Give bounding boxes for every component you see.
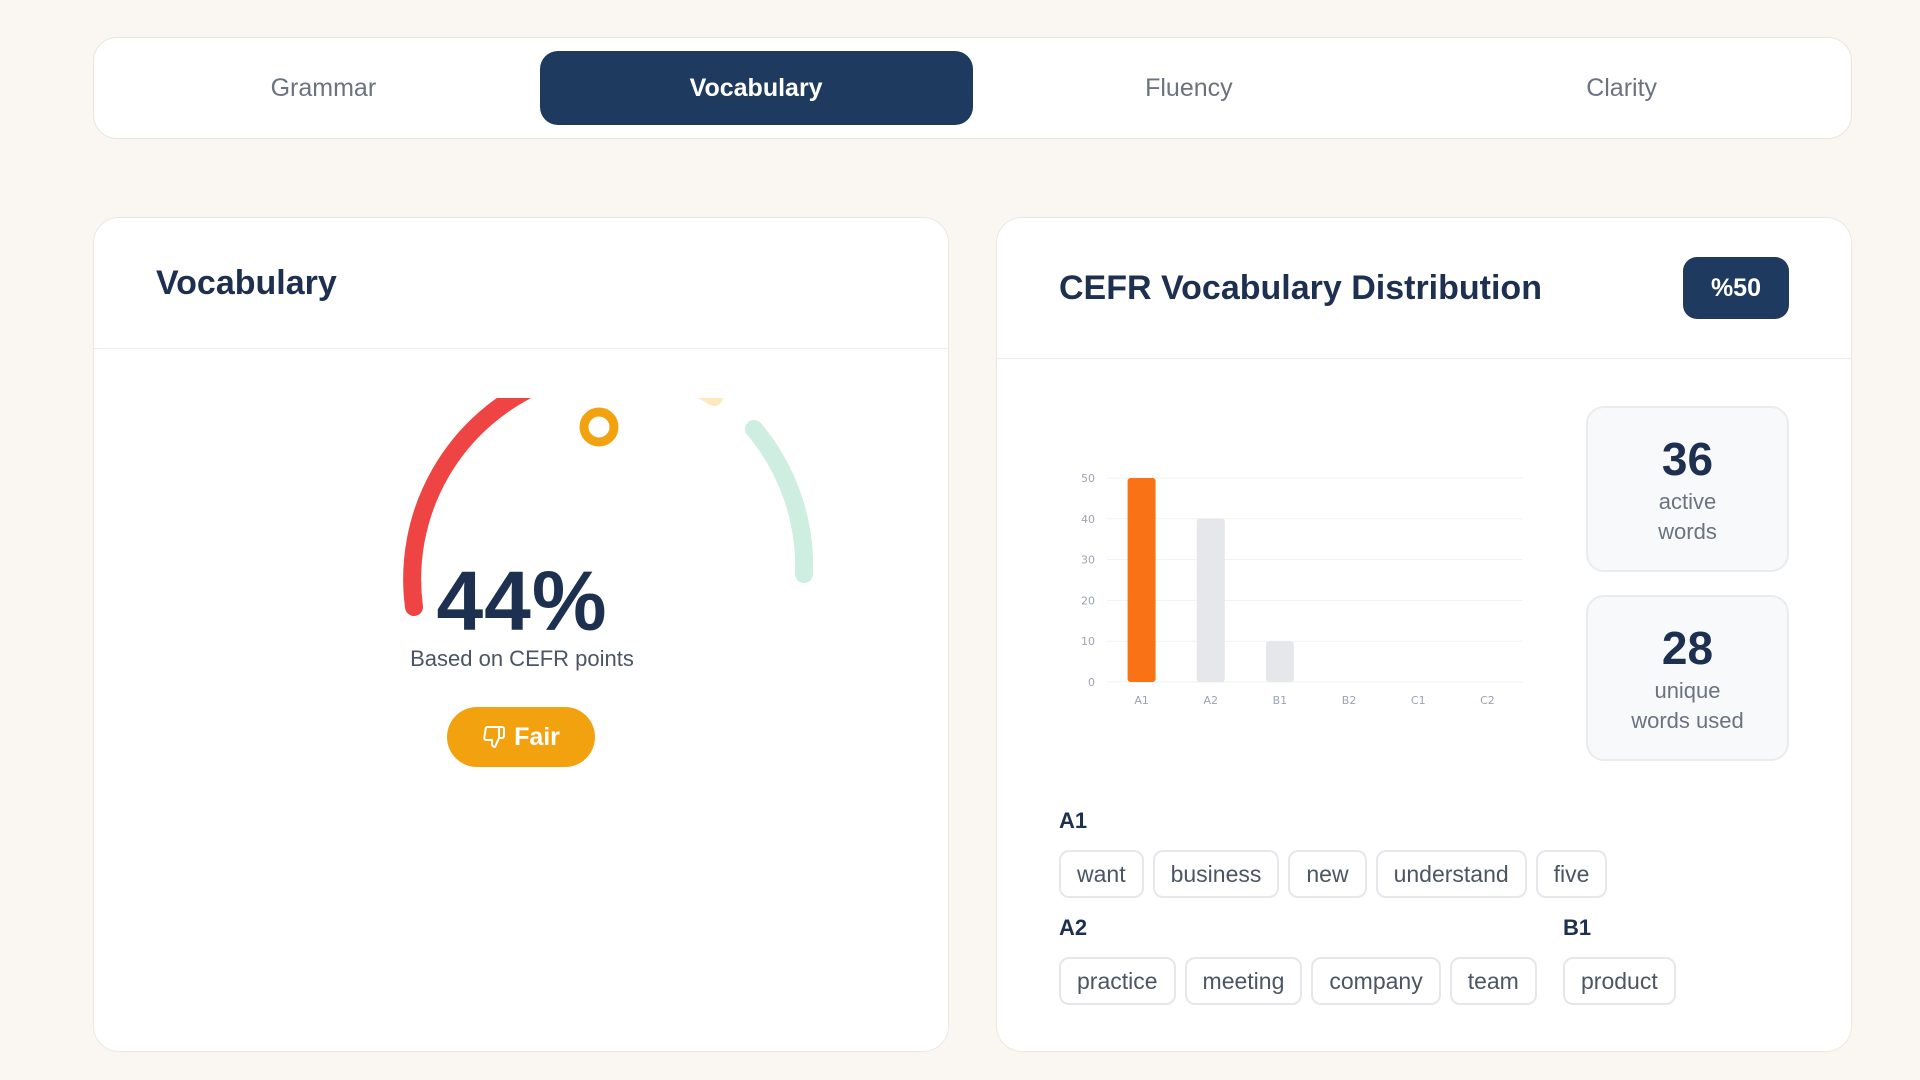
y-tick-label: 0: [1088, 676, 1095, 689]
tab-bar: Grammar Vocabulary Fluency Clarity: [93, 37, 1852, 139]
word-chip: company: [1311, 957, 1441, 1005]
word-chip: want: [1059, 850, 1144, 898]
cefr-bar-chart: 0 10 20 30 40 50 A1 A2 B1 B2 C1 C2: [1081, 472, 1522, 707]
y-tick-label: 40: [1081, 513, 1095, 526]
active-words-stat: 36 active words: [1586, 406, 1789, 572]
rating-label: Fair: [514, 722, 560, 751]
level-label-a2: A2: [1059, 915, 1088, 940]
cefr-percent-badge: %50: [1682, 257, 1789, 319]
x-tick-label: B2: [1342, 694, 1357, 707]
active-words-count: 36: [1661, 433, 1714, 485]
vocabulary-card-header: Vocabulary: [94, 218, 948, 349]
y-tick-label: 20: [1081, 594, 1095, 607]
x-tick-label: C1: [1411, 694, 1426, 707]
y-tick-label: 50: [1081, 472, 1095, 485]
level-label-b1: B1: [1563, 915, 1592, 940]
word-chip: five: [1535, 850, 1608, 898]
score-subtitle: Based on CEFR points: [410, 646, 634, 671]
y-tick-label: 30: [1081, 554, 1095, 567]
cefr-distribution-card: CEFR Vocabulary Distribution %50 0 10 20 30…: [996, 217, 1852, 1052]
tab-clarity[interactable]: Clarity: [1586, 73, 1658, 102]
y-tick-label: 10: [1081, 635, 1095, 648]
vocabulary-card: Vocabulary 44% Based on CEFR points Fair: [93, 217, 949, 1052]
x-tick-label: A2: [1203, 694, 1218, 707]
word-chip: practice: [1059, 957, 1176, 1005]
x-tick-label: C2: [1480, 694, 1495, 707]
word-chip: business: [1152, 850, 1280, 898]
unique-words-count: 28: [1661, 622, 1714, 674]
unique-words-stat: 28 unique words used: [1586, 595, 1789, 761]
active-words-label-1: active: [1658, 489, 1717, 514]
word-chip: new: [1288, 850, 1367, 898]
unique-words-label-2: words used: [1631, 708, 1744, 733]
x-tick-label: A1: [1134, 694, 1149, 707]
level-a1-words: want business new understand five: [1059, 850, 1608, 898]
gauge-segment-high: [745, 420, 814, 583]
bar-a1: [1127, 478, 1156, 682]
level-a2-words: practice meeting company team: [1059, 957, 1537, 1005]
vocabulary-score: 44%: [436, 554, 608, 648]
gauge-segment-low: [403, 398, 532, 616]
x-tick-label: B1: [1273, 694, 1288, 707]
word-chip: meeting: [1184, 957, 1303, 1005]
level-label-a1: A1: [1059, 808, 1088, 833]
cefr-card-header: CEFR Vocabulary Distribution %50: [997, 218, 1851, 359]
gauge-needle: [579, 407, 619, 447]
word-chip: understand: [1375, 850, 1527, 898]
bar-b1: [1265, 641, 1294, 682]
thumbs-down-icon: [483, 726, 506, 748]
bar-a2: [1196, 518, 1225, 682]
rating-badge: Fair: [447, 707, 595, 767]
vocabulary-card-title: Vocabulary: [156, 264, 337, 302]
word-chip: product: [1563, 957, 1676, 1005]
score-gauge: [403, 398, 814, 616]
tab-fluency[interactable]: Fluency: [1145, 73, 1233, 102]
tab-vocabulary[interactable]: Vocabulary: [539, 51, 973, 125]
tab-grammar[interactable]: Grammar: [270, 73, 377, 102]
active-words-label-2: words: [1658, 519, 1717, 544]
level-b1-words: product: [1563, 957, 1676, 1005]
word-chip: team: [1449, 957, 1537, 1005]
unique-words-label-1: unique: [1654, 678, 1721, 703]
cefr-card-title: CEFR Vocabulary Distribution: [1059, 268, 1542, 307]
